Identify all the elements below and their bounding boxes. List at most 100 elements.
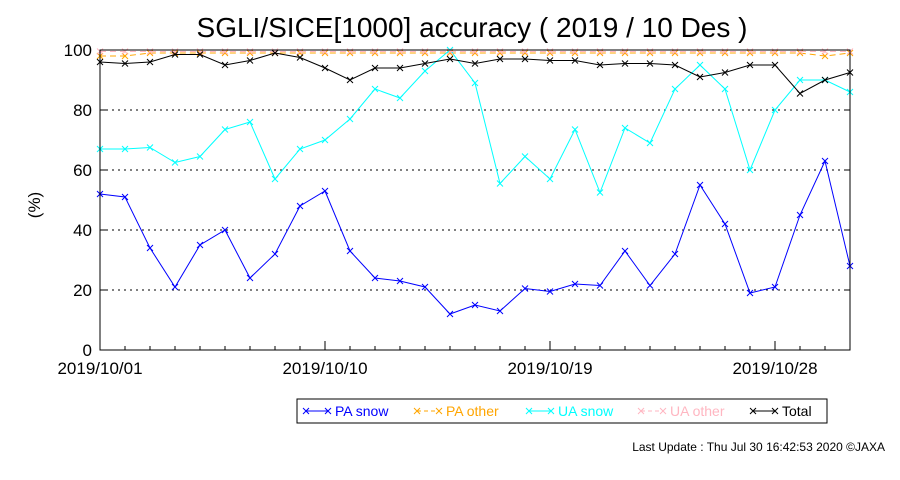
data-point [821, 76, 829, 84]
data-point [171, 51, 179, 58]
data-point [746, 61, 754, 69]
data-point [271, 175, 279, 183]
data-point [221, 226, 229, 234]
legend: PA snow PA other UA snow UA other Total [296, 398, 828, 424]
legend-item: PA snow [302, 403, 389, 419]
series-line [99, 52, 851, 95]
grid-lines [100, 109, 850, 291]
legend-item: PA other [413, 403, 499, 419]
data-point [721, 220, 729, 228]
data-point [302, 407, 310, 415]
data-point [196, 153, 204, 160]
data-point [324, 407, 332, 415]
data-point [171, 159, 179, 166]
y-tick-label: 40 [73, 221, 92, 240]
data-point [696, 73, 704, 81]
y-tick-label: 60 [73, 161, 92, 180]
y-tick-label: 100 [64, 41, 92, 60]
data-point [721, 85, 729, 93]
data-point [746, 289, 754, 297]
data-point [271, 49, 279, 57]
data-point [596, 189, 604, 196]
data-point [671, 61, 679, 69]
data-point [646, 60, 654, 67]
y-tick-label: 80 [73, 101, 92, 120]
legend-label: UA other [670, 403, 725, 419]
chart-title: SGLI/SICE[1000] accuracy ( 2019 / 10 Des… [197, 12, 748, 43]
legend-label: Total [782, 403, 812, 419]
data-point [496, 307, 504, 315]
series-group [96, 46, 854, 318]
data-point [546, 288, 554, 295]
last-update-text: Last Update : Thu Jul 30 16:42:53 2020 ©… [632, 440, 885, 454]
legend-item: UA other [637, 403, 725, 419]
data-point [771, 106, 779, 114]
data-point [621, 247, 629, 255]
data-point [771, 407, 779, 415]
data-point [146, 58, 154, 66]
data-point [396, 94, 404, 102]
y-axis-label: (%) [25, 192, 44, 218]
data-point [321, 64, 329, 72]
data-point [749, 407, 757, 415]
data-point [471, 301, 479, 309]
x-tick-label: 2019/10/01 [57, 359, 142, 378]
data-point [246, 274, 254, 282]
data-point [821, 157, 829, 165]
data-point [546, 57, 554, 64]
x-tick-label: 2019/10/28 [732, 359, 817, 378]
data-point [121, 145, 129, 153]
x-tick-label: 2019/10/10 [282, 359, 367, 378]
data-point [796, 90, 804, 97]
data-point [637, 407, 645, 415]
legend-box [296, 398, 828, 424]
legend-label: PA other [446, 403, 499, 419]
data-point [196, 51, 204, 58]
data-point [346, 247, 354, 255]
series-line [100, 49, 851, 194]
data-point [671, 85, 679, 93]
data-point [246, 57, 254, 64]
data-point [696, 181, 704, 189]
y-tick-label: 0 [83, 341, 92, 360]
data-point [596, 282, 604, 289]
data-point [296, 54, 304, 61]
data-point [621, 124, 629, 132]
data-point [546, 175, 554, 183]
series-line [99, 159, 851, 315]
x-tick-label: 2019/10/19 [507, 359, 592, 378]
data-point [571, 126, 579, 133]
data-point [746, 166, 754, 174]
data-point [321, 187, 329, 195]
data-point [171, 283, 179, 291]
data-point [121, 60, 129, 67]
data-point [396, 277, 404, 285]
data-point [446, 310, 454, 318]
data-point [321, 136, 329, 144]
data-point [413, 407, 421, 415]
data-point [646, 282, 654, 289]
data-point [471, 60, 479, 67]
data-point [696, 61, 704, 69]
data-point [246, 118, 254, 126]
y-tick-label: 20 [73, 281, 92, 300]
legend-label: PA snow [335, 403, 389, 419]
x-axis-ticks: 2019/10/01 2019/10/10 2019/10/19 2019/10/28 [57, 341, 851, 378]
data-point [571, 280, 579, 288]
data-point [146, 244, 154, 252]
data-point [396, 64, 404, 72]
data-point [796, 211, 804, 219]
data-point [121, 193, 129, 201]
data-point [421, 283, 429, 291]
data-point [371, 85, 379, 93]
data-point [196, 241, 204, 249]
data-point [671, 250, 679, 258]
data-point [421, 60, 429, 67]
data-point [435, 407, 443, 415]
data-point [547, 407, 555, 415]
series-total [96, 49, 854, 97]
data-point [496, 180, 504, 187]
legend-label: UA snow [558, 403, 614, 419]
data-point [571, 57, 579, 64]
